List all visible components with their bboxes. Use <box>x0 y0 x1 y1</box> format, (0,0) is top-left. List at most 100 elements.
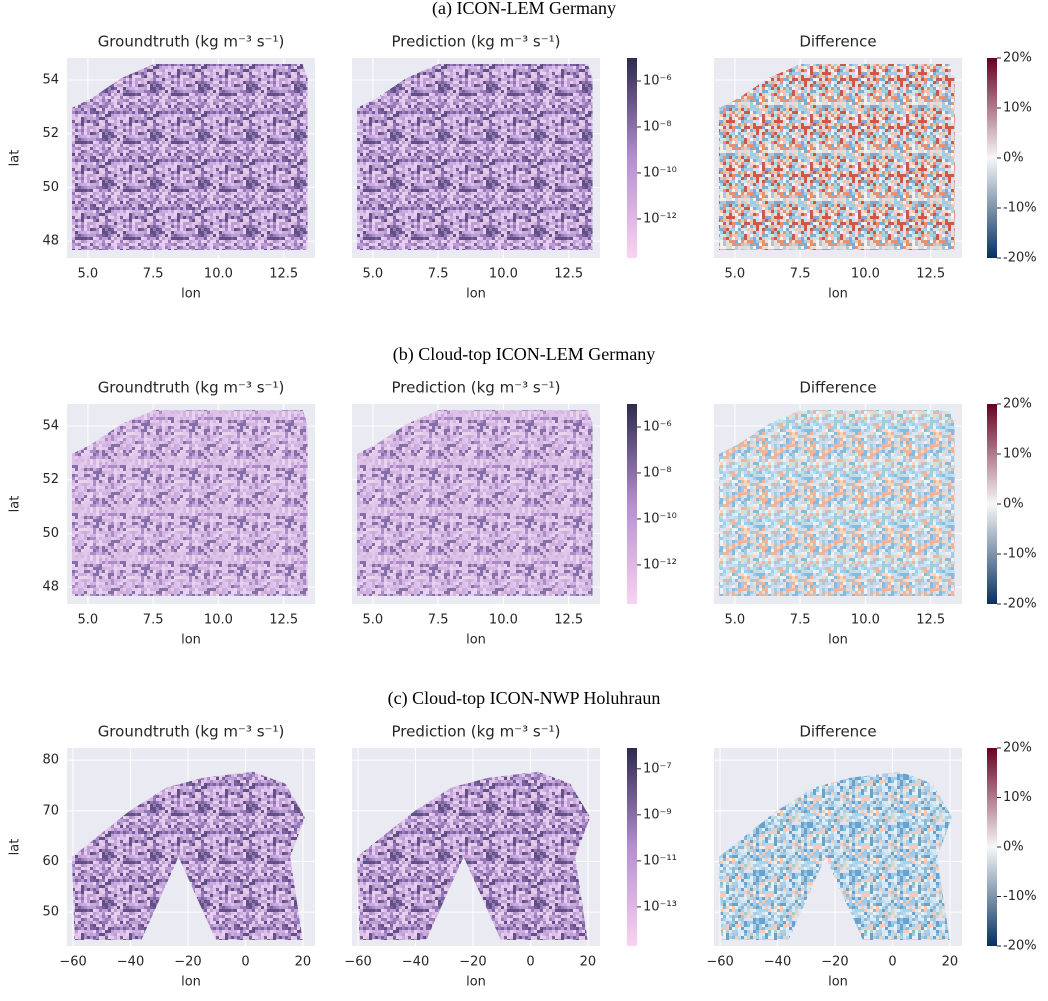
panel-title: Groundtruth (kg m⁻³ s⁻¹) <box>98 33 285 51</box>
x-tick-label: 12.5 <box>554 267 583 282</box>
colorbar-tick-label: 10% <box>1003 101 1032 116</box>
colorbar <box>627 58 637 258</box>
colorbar-tick-label: 10⁻¹¹ <box>643 853 677 868</box>
x-axis-label: lon <box>828 975 848 990</box>
x-tick-label: 5.0 <box>78 613 99 628</box>
figure: (a) ICON-LEM GermanyGroundtruth (kg m⁻³ … <box>0 0 1048 1001</box>
x-tick-label: 12.5 <box>916 613 945 628</box>
colorbar-tick-label: 20% <box>1003 51 1032 66</box>
colorbar-tick-label: 10⁻¹⁰ <box>643 511 677 526</box>
colorbar-tick-label: 10⁻⁷ <box>643 761 672 776</box>
x-axis-label: lon <box>181 287 201 302</box>
colorbar-tick-label: 10% <box>1003 790 1032 805</box>
colorbar-tick-label: -20% <box>1003 939 1037 954</box>
x-tick-label: 5.0 <box>725 267 746 282</box>
x-tick-label: 0 <box>526 955 534 970</box>
panel-title: Prediction (kg m⁻³ s⁻¹) <box>391 379 560 397</box>
x-tick-label: −20 <box>174 955 201 970</box>
x-tick-label: −20 <box>821 955 848 970</box>
colorbar-tick-label: -10% <box>1003 201 1037 216</box>
panel-title: Groundtruth (kg m⁻³ s⁻¹) <box>98 723 285 741</box>
colorbar-tick-label: 20% <box>1003 397 1032 412</box>
y-tick-label: 48 <box>42 234 59 249</box>
x-tick-label: 10.0 <box>489 613 518 628</box>
colorbar-tick-label: 10% <box>1003 447 1032 462</box>
x-tick-label: −40 <box>402 955 429 970</box>
panel-title: Groundtruth (kg m⁻³ s⁻¹) <box>98 379 285 397</box>
x-tick-label: 10.0 <box>851 267 880 282</box>
colorbar-tick-label: 10⁻⁶ <box>643 73 672 88</box>
x-tick-label: 5.0 <box>363 613 384 628</box>
map-field <box>72 410 308 596</box>
x-tick-label: −60 <box>344 955 371 970</box>
x-tick-label: −40 <box>764 955 791 970</box>
group-title: (b) Cloud-top ICON-LEM Germany <box>393 344 655 365</box>
x-tick-label: 7.5 <box>428 267 449 282</box>
x-tick-label: 20 <box>942 955 959 970</box>
y-tick-label: 70 <box>42 803 59 818</box>
y-tick-label: 54 <box>42 73 59 88</box>
y-tick-label: 54 <box>42 419 59 434</box>
y-tick-label: 60 <box>42 854 59 869</box>
y-tick-label: 50 <box>42 905 59 920</box>
x-tick-label: 12.5 <box>554 613 583 628</box>
x-tick-label: 5.0 <box>725 613 746 628</box>
y-axis-label: lat <box>8 150 23 167</box>
colorbar-tick-label: -10% <box>1003 547 1037 562</box>
colorbar <box>627 748 637 946</box>
x-tick-label: 0 <box>888 955 896 970</box>
y-tick-label: 50 <box>42 526 59 541</box>
map-field <box>357 410 593 596</box>
x-tick-label: 5.0 <box>78 267 99 282</box>
colorbar-tick-label: -10% <box>1003 889 1037 904</box>
x-axis-label: lon <box>466 633 486 648</box>
x-tick-label: 12.5 <box>269 613 298 628</box>
y-axis-label: lat <box>8 839 23 856</box>
panel-title: Difference <box>799 379 876 397</box>
panel-title: Prediction (kg m⁻³ s⁻¹) <box>391 723 560 741</box>
x-tick-label: 0 <box>241 955 249 970</box>
x-tick-label: −60 <box>59 955 86 970</box>
colorbar-tick-label: -20% <box>1003 251 1037 266</box>
colorbar-tick-label: 0% <box>1003 151 1024 166</box>
x-tick-label: 20 <box>580 955 597 970</box>
x-axis-label: lon <box>466 975 486 990</box>
colorbar-tick-label: 20% <box>1003 741 1032 756</box>
colorbar <box>987 404 997 604</box>
map-field <box>719 410 955 596</box>
y-tick-label: 50 <box>42 180 59 195</box>
y-tick-label: 52 <box>42 472 59 487</box>
y-tick-label: 80 <box>42 753 59 768</box>
x-axis-label: lon <box>181 633 201 648</box>
y-tick-label: 48 <box>42 580 59 595</box>
panel-title: Prediction (kg m⁻³ s⁻¹) <box>391 33 560 51</box>
colorbar-tick-label: 10⁻¹⁰ <box>643 165 677 180</box>
colorbar-tick-label: 0% <box>1003 840 1024 855</box>
x-tick-label: 10.0 <box>489 267 518 282</box>
colorbar-tick-label: -20% <box>1003 597 1037 612</box>
colorbar-tick-label: 10⁻¹² <box>643 557 677 572</box>
y-axis-label: lat <box>8 496 23 513</box>
map-field <box>719 64 955 250</box>
x-tick-label: −40 <box>117 955 144 970</box>
colorbar-tick-label: 10⁻¹² <box>643 211 677 226</box>
map-field <box>72 64 308 250</box>
x-tick-label: 7.5 <box>790 267 811 282</box>
x-tick-label: 7.5 <box>143 267 164 282</box>
group-title: (c) Cloud-top ICON-NWP Holuhraun <box>388 688 661 709</box>
x-tick-label: 7.5 <box>790 613 811 628</box>
colorbar-tick-label: 10⁻⁸ <box>643 465 672 480</box>
x-tick-label: 10.0 <box>851 613 880 628</box>
x-axis-label: lon <box>466 287 486 302</box>
map-field <box>357 64 593 250</box>
x-tick-label: 12.5 <box>269 267 298 282</box>
colorbar-tick-label: 10⁻⁹ <box>643 807 672 822</box>
colorbar <box>987 58 997 258</box>
x-axis-label: lon <box>181 975 201 990</box>
x-axis-label: lon <box>828 633 848 648</box>
x-axis-label: lon <box>828 287 848 302</box>
